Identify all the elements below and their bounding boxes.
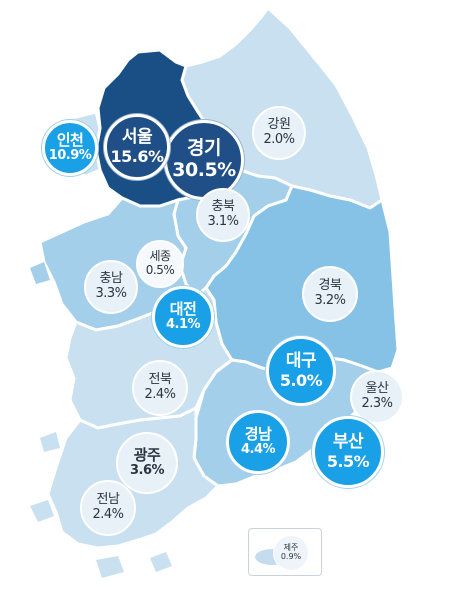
island-shape — [96, 556, 124, 578]
region-bubble-chungnam[interactable]: 충남 3.3% — [84, 260, 138, 314]
region-value: 2.4% — [92, 507, 124, 522]
region-name: 강원 — [267, 117, 291, 133]
region-value: 4.4% — [240, 442, 276, 458]
region-value: 3.3% — [95, 286, 127, 301]
region-name: 경기 — [187, 137, 221, 160]
region-bubble-gangwon[interactable]: 강원 2.0% — [252, 106, 306, 160]
region-value: 30.5% — [172, 159, 236, 181]
region-bubble-gyeonggi[interactable]: 경기 30.5% — [164, 120, 244, 200]
region-value: 10.9% — [48, 148, 92, 164]
region-bubble-gyeongbuk[interactable]: 경북 3.2% — [302, 266, 358, 322]
region-value: 2.0% — [263, 132, 295, 147]
region-name: 서울 — [121, 127, 153, 148]
region-bubble-sejong[interactable]: 세종 0.5% — [136, 240, 184, 288]
region-name: 광주 — [133, 445, 161, 464]
region-value: 15.6% — [110, 146, 164, 166]
island-shape — [150, 552, 172, 572]
region-value: 2.3% — [361, 396, 393, 411]
region-name: 경남 — [244, 424, 272, 443]
region-value: 0.5% — [145, 263, 175, 277]
region-value: 4.1% — [165, 317, 201, 333]
region-name: 대구 — [285, 351, 317, 372]
region-bubble-busan[interactable]: 부산 5.5% — [312, 416, 384, 488]
jeju-inset: 제주 0.9% — [248, 528, 322, 576]
region-name: 경북 — [318, 278, 342, 294]
island-shape — [30, 500, 54, 522]
island-shape — [30, 262, 50, 284]
region-value: 3.6% — [129, 463, 165, 479]
region-bubble-incheon[interactable]: 인천 10.9% — [42, 120, 98, 176]
region-name: 부산 — [332, 432, 364, 453]
region-bubble-jeonnam[interactable]: 전남 2.4% — [80, 480, 136, 536]
region-bubble-jeonbuk[interactable]: 전북 2.4% — [132, 360, 188, 416]
region-value: 3.2% — [314, 293, 346, 308]
region-bubble-daejeon[interactable]: 대전 4.1% — [152, 286, 214, 348]
region-name: 대전 — [169, 299, 197, 318]
island-shape — [40, 432, 60, 452]
region-bubble-gyeongnam[interactable]: 경남 4.4% — [226, 410, 290, 474]
region-value: 3.1% — [207, 214, 239, 229]
region-bubble-seoul[interactable]: 서울 15.6% — [104, 114, 170, 180]
region-name: 울산 — [365, 381, 389, 397]
region-name: 세종 — [149, 249, 171, 264]
region-bubble-daegu[interactable]: 대구 5.0% — [266, 336, 336, 406]
region-name: 인천 — [56, 130, 84, 149]
region-name: 제주 — [283, 543, 299, 553]
region-name: 전남 — [96, 492, 120, 508]
region-bubble-chungbuk[interactable]: 충북 3.1% — [196, 188, 250, 242]
region-value: 0.9% — [280, 552, 302, 561]
region-name: 전북 — [148, 372, 172, 388]
region-value: 5.5% — [326, 451, 370, 471]
region-value: 2.4% — [144, 387, 176, 402]
region-name: 충북 — [211, 199, 235, 215]
region-value: 5.0% — [279, 370, 323, 390]
region-name: 충남 — [99, 271, 123, 287]
region-bubble-ulsan[interactable]: 울산 2.3% — [350, 370, 404, 424]
region-bubble-gwangju[interactable]: 광주 3.6% — [116, 432, 178, 494]
region-bubble-jeju[interactable]: 제주 0.9% — [273, 535, 309, 571]
